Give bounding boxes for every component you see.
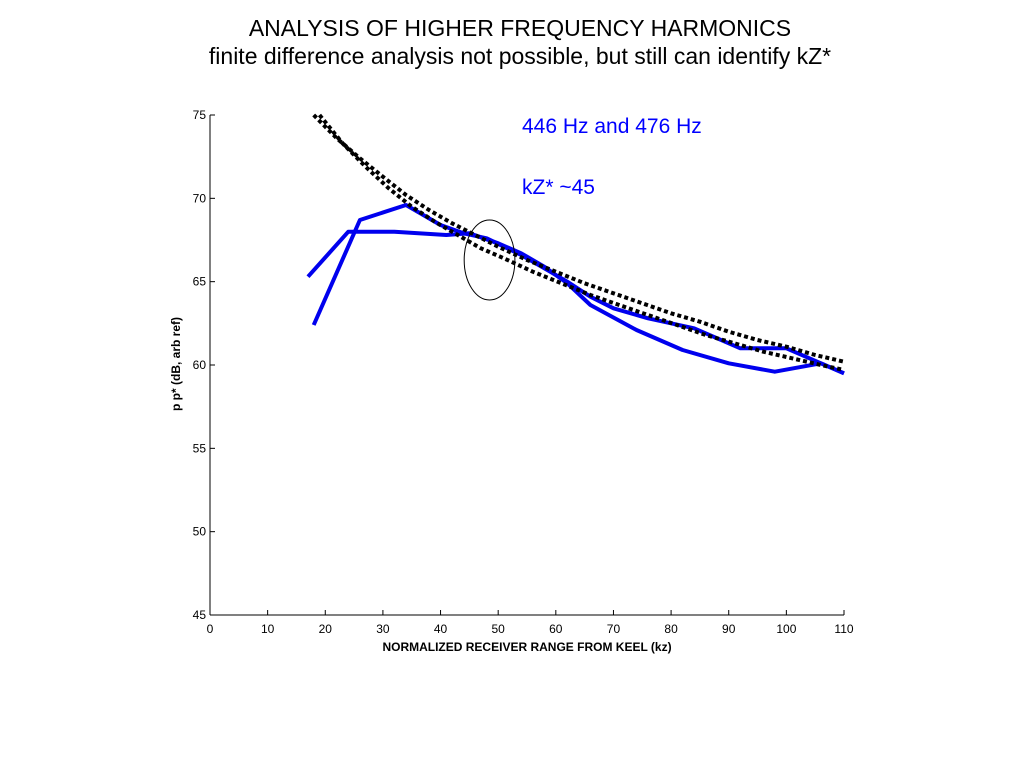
y-tick-label: 60 xyxy=(193,358,207,372)
y-tick-label: 65 xyxy=(193,275,207,289)
x-axis-title: NORMALIZED RECEIVER RANGE FROM KEEL (kz) xyxy=(382,640,671,654)
series-group xyxy=(306,113,845,376)
x-tick-label: 20 xyxy=(319,622,333,636)
fit-curve-dotted-3 xyxy=(312,113,845,364)
x-tick-label: 40 xyxy=(434,622,448,636)
y-tick-label: 70 xyxy=(193,191,207,205)
y-tick-label: 45 xyxy=(193,608,207,622)
ticks: 0 10 20 30 40 50 60 70 80 90 100 110 45 50 55 60 65 70 75 xyxy=(193,108,854,636)
y-axis-title: p p* (dB, arb ref) xyxy=(169,317,183,411)
y-tick-label: 50 xyxy=(193,525,207,539)
y-tick-label: 75 xyxy=(193,108,207,122)
x-tick-label: 90 xyxy=(722,622,736,636)
title-line-1: ANALYSIS OF HIGHER FREQUENCY HARMONICS xyxy=(248,15,792,41)
x-tick-label: 100 xyxy=(776,622,796,636)
x-tick-label: 0 xyxy=(207,622,214,636)
x-tick-label: 10 xyxy=(261,622,275,636)
x-tick-label: 50 xyxy=(492,622,506,636)
y-tick-label: 55 xyxy=(193,441,207,455)
annotation-kz: kZ* ~45 xyxy=(522,176,595,199)
x-tick-label: 80 xyxy=(664,622,678,636)
x-tick-label: 110 xyxy=(834,622,853,636)
highlight-ellipse xyxy=(463,219,516,301)
marks-group xyxy=(463,219,516,301)
x-tick-label: 70 xyxy=(607,622,621,636)
fit-curve-dotted-4 xyxy=(317,113,845,372)
chart-title: ANALYSIS OF HIGHER FREQUENCY HARMONICS f… xyxy=(0,14,1024,70)
title-line-2: finite difference analysis not possible,… xyxy=(208,43,832,69)
annotation-frequency: 446 Hz and 476 Hz xyxy=(522,115,702,138)
x-tick-label: 60 xyxy=(549,622,563,636)
x-tick-label: 30 xyxy=(376,622,390,636)
